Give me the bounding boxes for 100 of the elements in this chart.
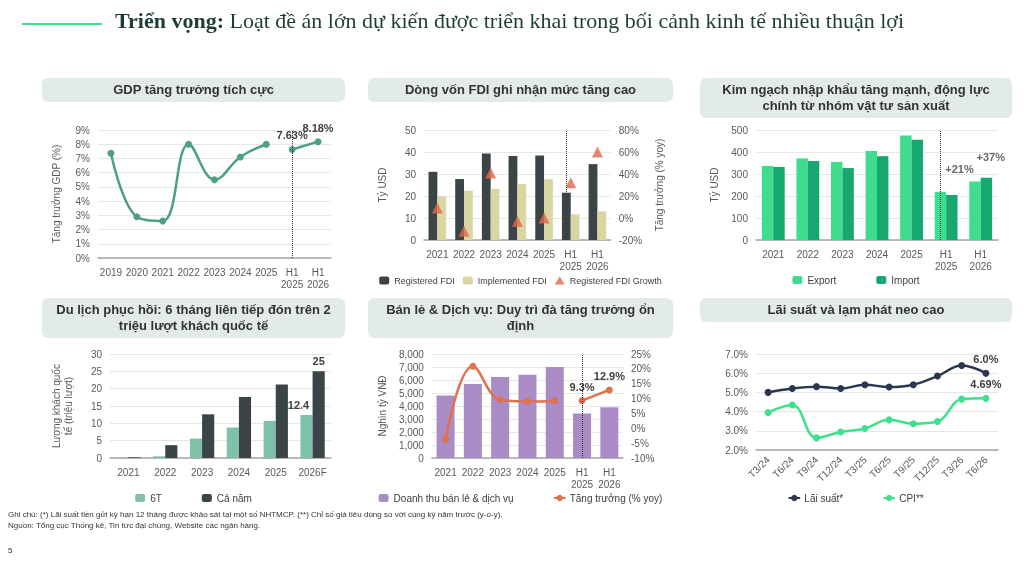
bar [238,396,252,458]
bar [865,150,877,240]
x-tick-label: 2022 [461,466,485,478]
bar [300,415,313,458]
point [982,394,990,402]
x-tick-label: 2024 [516,466,540,478]
y-tick-label: 20 [90,383,103,395]
y-tick-label: 0 [742,234,749,246]
annotation: +37% [976,151,1006,164]
point [496,396,504,404]
bar [561,192,571,240]
text: Nguồn: Tổng cục Thống kê, Tin tức đại chúng, Website các ngân hàng. [8,520,262,531]
bar [263,420,276,458]
y-tick-label: 6,000 [398,374,425,386]
bar [544,179,553,240]
point [485,167,497,179]
y-tick-label: 4.0% [725,406,749,418]
y-tick-label: 0 [418,452,425,464]
bar [165,445,178,458]
y-tick-label: 7,000 [398,361,425,373]
y2-tick-label: 20% [618,190,639,202]
bar [807,161,820,240]
y-tick-label: 2,000 [398,426,425,438]
text: Ghi chú: (*) Lãi suất tiền gửi kỳ hạn 12 tháng được khảo sát tại một số NHTMCP. (**) Chỉ số giá tiêu dùng so với cùng kỳ năm trước (y-o-y). [8,509,503,520]
bar [275,384,288,458]
x-tick-label: 2021 [434,466,458,478]
point [431,202,443,214]
point [861,381,869,389]
point [982,369,990,377]
bar [517,184,527,240]
x-tick-label: 2021 [151,266,175,278]
x-tick-label: H1 2026 [306,266,330,290]
point [442,436,450,444]
point [861,425,869,432]
point [236,153,244,161]
y-tick-label: 4% [75,195,91,207]
y-axis-title: Tỷ USD [708,167,720,203]
bar [934,191,947,240]
legend-label: CPI** [899,492,924,504]
x-tick-label: 2026F [298,466,327,478]
x-tick-label: 2024 [227,466,251,478]
y2-tick-label: 60% [618,146,639,158]
y-tick-label: 5.0% [725,386,749,398]
point [788,385,796,393]
y-tick-label: 50 [404,124,417,136]
legend-label: Export [807,274,837,286]
data-label: 25 [312,354,325,367]
bar [545,367,564,458]
y-tick-label: 25 [90,365,103,377]
x-tick-label: 2023 [203,266,227,278]
bar [437,196,447,240]
bar [842,168,854,240]
y-tick-label: 200 [731,190,749,202]
x-tick-label: 2025 [532,248,556,260]
data-label: 6.0% [973,353,999,366]
point [314,138,322,146]
point [764,409,772,417]
point [605,386,613,394]
x-tick-label: 2019 [99,266,123,278]
bar [761,166,774,240]
bar [518,374,537,458]
y-tick-label: 7% [75,152,91,164]
chart-title: Du lịch phục hồi: 6 tháng liên tiếp đón trên 2 triệu lượt khách quốc tế [42,298,345,338]
y-tick-label: 8,000 [398,348,425,360]
y-tick-label: 10 [90,417,103,429]
legend-label: Lãi suất* [804,492,844,504]
annotation: +21% [945,163,974,176]
x-tick-label: 2025 [255,266,278,278]
y-axis-title: Lượng khách quốc tế (triệu lượt) [50,364,74,448]
y-tick-label: 7.0% [725,348,749,360]
y-tick-label: 5,000 [398,387,425,399]
point [958,362,966,370]
y2-tick-label: 25% [631,348,652,360]
point [288,145,296,153]
bar [535,155,545,240]
y-tick-label: 2% [75,224,91,236]
y-tick-label: 20 [404,190,417,202]
y-axis-title: Tỷ USD [376,167,388,203]
point [788,401,796,409]
bar [969,181,981,240]
bar [490,188,500,240]
y-tick-label: 30 [404,168,417,180]
chart-title: Dòng vốn FDI ghi nhận mức tăng cao [368,78,673,102]
y-tick-label: 1% [75,238,91,250]
legend-label: Doanh thu bán lẻ & dịch vụ [393,492,514,504]
bar [464,190,473,240]
y-tick-label: 400 [731,146,749,158]
bar [226,427,239,458]
bar [877,156,889,240]
y2-tick-label: 80% [618,124,639,136]
y-tick-label: 0 [96,452,103,464]
y2-tick-label: 20% [631,363,652,375]
point [469,362,477,370]
x-tick-label: 2025 [900,248,924,260]
point [909,381,917,389]
data-label: 9.3% [569,380,595,393]
x-tick-label: 2025 [543,466,567,478]
y2-tick-label: 0% [631,422,646,434]
bar [796,158,808,240]
point [813,383,820,391]
